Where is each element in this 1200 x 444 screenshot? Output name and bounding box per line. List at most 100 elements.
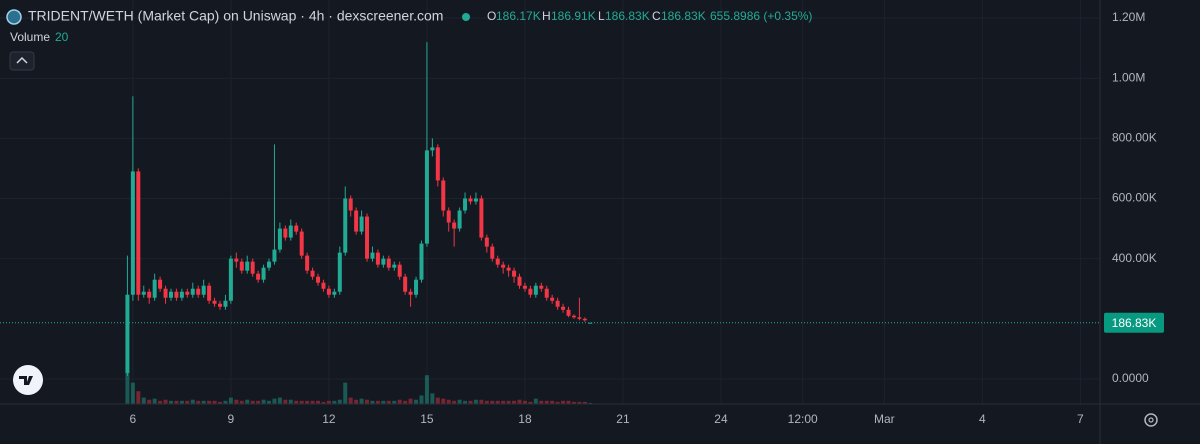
candle-body	[430, 147, 435, 151]
x-tick-label: 7	[1077, 412, 1084, 426]
candle-body	[125, 294, 130, 373]
volume-bar	[414, 399, 419, 404]
ohlc-change: 655.8986 (+0.35%)	[710, 9, 812, 23]
volume-bar	[397, 399, 402, 404]
status-dot	[462, 13, 470, 21]
volume-bar	[326, 400, 331, 404]
candle-body	[381, 258, 386, 265]
candle-body	[190, 288, 195, 295]
candle-body	[207, 285, 212, 301]
volume-bar	[125, 372, 130, 404]
candle-body	[158, 279, 163, 289]
volume-bar	[479, 399, 484, 404]
x-tick-label: 12	[322, 412, 336, 426]
volume-bar	[190, 399, 195, 404]
candle-body	[566, 309, 571, 316]
chart-title: TRIDENT/WETH (Market Cap) on Uniswap · 4…	[28, 8, 443, 24]
candle-body	[212, 300, 217, 304]
candle-body	[147, 291, 152, 298]
candle-body	[267, 261, 272, 268]
candle-body	[473, 198, 478, 202]
candle-body	[179, 291, 184, 298]
candle-body	[375, 252, 380, 265]
volume-bar	[228, 397, 233, 404]
candle-body	[561, 306, 566, 310]
volume-legend-length: 20	[55, 30, 69, 44]
candle-body	[168, 291, 173, 298]
volume-bar	[408, 398, 413, 404]
collapse-button[interactable]	[9, 51, 35, 71]
volume-bar	[239, 400, 244, 404]
volume-bar	[463, 400, 468, 404]
candle-body	[490, 246, 495, 259]
x-tick-label: 21	[616, 412, 630, 426]
volume-bar	[354, 399, 359, 404]
volume-bar	[365, 399, 370, 404]
candle-body	[185, 291, 190, 295]
volume-bar	[218, 401, 222, 404]
candle-body	[305, 255, 310, 271]
candle-body	[555, 300, 560, 307]
volume-bar	[130, 382, 135, 404]
axes: 0.0000 400.00K 600.00K 800.00K 1.00M 1.20M 6 9 1…	[0, 10, 1164, 426]
volume-bar	[495, 400, 500, 404]
volume-bar	[294, 400, 299, 404]
candle-body	[359, 216, 364, 232]
ohlc-key: L	[598, 9, 605, 23]
volume-bar	[506, 400, 511, 404]
volume-bar	[550, 400, 555, 404]
settings-icon[interactable]	[1144, 413, 1158, 427]
candle-body	[468, 198, 473, 202]
volume-bar	[343, 382, 348, 404]
candle-body	[403, 276, 408, 292]
candle-body	[495, 258, 500, 265]
volume-bar	[435, 397, 440, 404]
volume-bar	[267, 400, 272, 404]
candle-body	[571, 315, 576, 318]
candle-body	[163, 288, 168, 298]
candle-body	[533, 285, 538, 295]
candle-body	[294, 225, 299, 232]
volume-bar	[272, 398, 277, 404]
candle-body	[441, 180, 446, 211]
volume-bar	[179, 400, 184, 404]
x-tick-label: 15	[420, 412, 434, 426]
volume-bar	[250, 400, 255, 404]
volume-bar	[582, 401, 587, 404]
volume-bar	[561, 400, 566, 404]
y-tick-label: 600.00K	[1112, 191, 1157, 205]
candle-body	[463, 198, 468, 211]
x-tick-label: 4	[979, 412, 986, 426]
last-price-badge	[1104, 312, 1164, 333]
volume-bar	[141, 397, 146, 404]
ohlc-value: 186.83K	[605, 9, 650, 23]
candle-body	[577, 317, 582, 319]
candle-body	[343, 198, 348, 253]
volume-bar	[234, 399, 239, 404]
candle-body	[316, 276, 321, 283]
candle-body	[141, 291, 146, 295]
ohlc-legend: O 186.17K H 186.91K L 186.83K C 186.83K 655.8986…	[487, 9, 812, 23]
volume-bar	[424, 375, 429, 404]
ohlc-key: H	[542, 9, 551, 23]
tv-logo-mark	[19, 376, 33, 385]
volume-bar	[305, 400, 310, 404]
candle-body	[522, 285, 527, 289]
candle-body	[479, 198, 484, 238]
volume-bar	[158, 400, 163, 404]
candle-body	[201, 285, 206, 295]
candle-body	[196, 288, 201, 295]
y-tick-label: 0.0000	[1112, 371, 1149, 385]
candle-body	[136, 171, 141, 295]
volume-bar	[571, 401, 576, 404]
candle-body	[544, 288, 549, 298]
ohlc-key: O	[487, 9, 496, 23]
volume-bar	[533, 398, 538, 404]
volume-bar	[484, 400, 489, 404]
token-icon	[6, 9, 22, 25]
volume-bar	[386, 400, 391, 404]
candle-body	[256, 273, 261, 280]
volume-bar	[446, 399, 451, 404]
candle-body	[218, 303, 222, 307]
